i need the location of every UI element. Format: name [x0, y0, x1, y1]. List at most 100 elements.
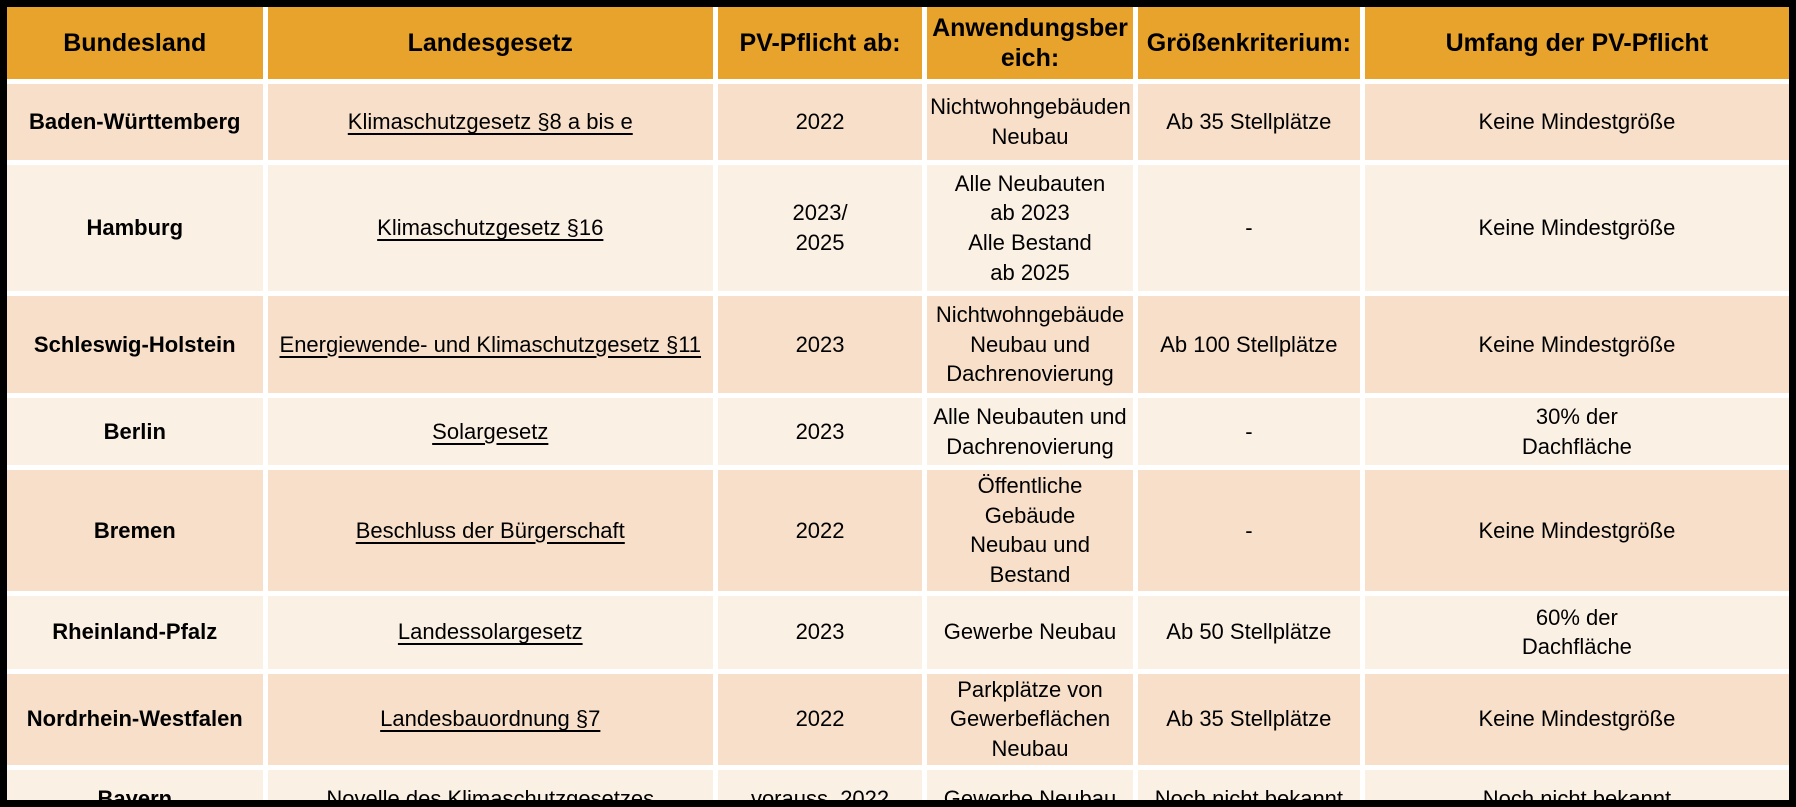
- cell-bundesland: Nordrhein-Westfalen: [7, 673, 263, 765]
- table-row-hamburg: Hamburg Klimaschutzgesetz §16 2023/ 2025…: [7, 165, 1789, 291]
- cell-groessenkriterium: -: [1137, 398, 1360, 465]
- pflicht-ab-value: 2023: [795, 619, 845, 645]
- cell-umfang: Keine Mindestgröße: [1364, 84, 1789, 160]
- cell-groessenkriterium: -: [1137, 165, 1360, 291]
- table-row-bayern: Bayern Novelle des Klimaschutzgesetzes v…: [7, 769, 1789, 807]
- table-row-schleswig-holstein: Schleswig-Holstein Energiewende- und Kli…: [7, 296, 1789, 393]
- cell-anwendungsbereich: Gewerbe Neubau: [927, 769, 1133, 807]
- anwendungsbereich-value: Alle Neubauten und Dachrenovierung: [933, 403, 1127, 459]
- anwendungsbereich-value: Nichtwohngebäuden Neubau: [930, 94, 1131, 149]
- cell-umfang: 60% der Dachfläche: [1364, 595, 1789, 669]
- cell-groessenkriterium: -: [1137, 470, 1360, 591]
- umfang-value: Keine Mindestgröße: [1478, 109, 1676, 135]
- anwendungsbereich-value: Gewerbe Neubau: [943, 785, 1117, 807]
- state-name: Hamburg: [86, 215, 184, 241]
- umfang-value: Keine Mindestgröße: [1478, 331, 1676, 357]
- cell-anwendungsbereich: Parkplätze von Gewerbeflächen Neubau: [927, 673, 1133, 765]
- anwendungsbereich-value: Gewerbe Neubau: [943, 619, 1117, 645]
- law-link[interactable]: Landessolargesetz: [397, 619, 583, 645]
- column-header-groessenkriterium: Größenkriterium:: [1137, 7, 1360, 79]
- umfang-value: Keine Mindestgröße: [1478, 215, 1676, 241]
- cell-pv-pflicht-ab: 2023/ 2025: [718, 165, 923, 291]
- groessenkriterium-value: -: [1245, 418, 1253, 444]
- column-header-umfang: Umfang der PV-Pflicht: [1364, 7, 1789, 79]
- cell-umfang: Noch nicht bekannt: [1364, 769, 1789, 807]
- cell-anwendungsbereich: Nichtwohngebäude Neubau und Dachrenovier…: [927, 296, 1133, 393]
- cell-landesgesetz: Landesbauordnung §7: [267, 673, 713, 765]
- column-header-bundesland: Bundesland: [7, 7, 263, 79]
- pflicht-ab-value: 2023: [795, 418, 845, 444]
- law-prefix: Novelle des: [326, 785, 448, 807]
- pflicht-ab-value: 2022: [795, 517, 845, 543]
- cell-landesgesetz: Beschluss der Bürgerschaft: [267, 470, 713, 591]
- law-link[interactable]: Klimaschutzgesetz §16: [377, 215, 604, 241]
- pflicht-ab-value: 2023: [795, 331, 845, 357]
- cell-groessenkriterium: Ab 35 Stellplätze: [1137, 84, 1360, 160]
- cell-anwendungsbereich: Gewerbe Neubau: [927, 595, 1133, 669]
- groessenkriterium-value: Ab 35 Stellplätze: [1166, 706, 1332, 732]
- law-link[interactable]: Solargesetz: [432, 418, 549, 444]
- cell-bundesland: Berlin: [7, 398, 263, 465]
- table-row-rheinland-pfalz: Rheinland-Pfalz Landessolargesetz 2023 G…: [7, 595, 1789, 669]
- cell-landesgesetz: Landessolargesetz: [267, 595, 713, 669]
- table-row-nordrhein-westfalen: Nordrhein-Westfalen Landesbauordnung §7 …: [7, 673, 1789, 765]
- cell-umfang: 30% der Dachfläche: [1364, 398, 1789, 465]
- state-name: Nordrhein-Westfalen: [26, 706, 243, 732]
- column-header-anwendungsbereich: Anwendungsbereich:: [927, 7, 1133, 79]
- pflicht-ab-value: 2023/ 2025: [792, 200, 848, 255]
- groessenkriterium-value: -: [1245, 215, 1253, 241]
- cell-groessenkriterium: Ab 35 Stellplätze: [1137, 673, 1360, 765]
- cell-anwendungsbereich: Alle Neubauten ab 2023 Alle Bestand ab 2…: [927, 165, 1133, 291]
- umfang-value: Keine Mindestgröße: [1478, 706, 1676, 732]
- cell-pv-pflicht-ab: 2023: [718, 398, 923, 465]
- cell-umfang: Keine Mindestgröße: [1364, 470, 1789, 591]
- cell-bundesland: Bremen: [7, 470, 263, 591]
- cell-anwendungsbereich: Nichtwohngebäuden Neubau: [927, 84, 1133, 160]
- law-link[interactable]: Beschluss der Bürgerschaft: [355, 517, 625, 543]
- cell-umfang: Keine Mindestgröße: [1364, 165, 1789, 291]
- cell-groessenkriterium: Ab 100 Stellplätze: [1137, 296, 1360, 393]
- law-link[interactable]: Energiewende- und Klimaschutzgesetz §11: [279, 331, 702, 357]
- anwendungsbereich-value: Öffentliche Gebäude Neubau und Bestand: [970, 473, 1090, 588]
- cell-bundesland: Bayern: [7, 769, 263, 800]
- groessenkriterium-value: Ab 100 Stellplätze: [1160, 331, 1338, 357]
- state-name: Baden-Württemberg: [29, 109, 241, 135]
- cell-anwendungsbereich: Alle Neubauten und Dachrenovierung: [927, 398, 1133, 465]
- anwendungsbereich-value: Nichtwohngebäude Neubau und Dachrenovier…: [935, 301, 1125, 387]
- table-row-bremen: Bremen Beschluss der Bürgerschaft 2022 Ö…: [7, 470, 1789, 591]
- law-link[interactable]: Klimaschutzgesetz §8 a bis e: [347, 109, 633, 135]
- cell-landesgesetz: Energiewende- und Klimaschutzgesetz §11: [267, 296, 713, 393]
- pflicht-ab-value: vorauss. 2022: [750, 785, 890, 807]
- umfang-value: Keine Mindestgröße: [1478, 517, 1676, 543]
- umfang-value: Noch nicht bekannt: [1482, 785, 1672, 807]
- groessenkriterium-value: -: [1245, 517, 1253, 543]
- state-name: Berlin: [103, 418, 166, 444]
- umfang-value: 30% der Dachfläche: [1521, 403, 1632, 459]
- cell-pv-pflicht-ab: 2022: [718, 470, 923, 591]
- law-link[interactable]: Landesbauordnung §7: [380, 706, 601, 732]
- cell-groessenkriterium: Noch nicht bekannt: [1137, 769, 1360, 807]
- groessenkriterium-value: Ab 35 Stellplätze: [1166, 109, 1332, 135]
- groessenkriterium-value: Ab 50 Stellplätze: [1166, 619, 1332, 645]
- cell-pv-pflicht-ab: vorauss. 2022: [718, 769, 923, 807]
- column-header-landesgesetz: Landesgesetz: [267, 7, 713, 79]
- cell-umfang: Keine Mindestgröße: [1364, 673, 1789, 765]
- cell-landesgesetz: Novelle des Klimaschutzgesetzes: [267, 769, 713, 807]
- cell-pv-pflicht-ab: 2022: [718, 673, 923, 765]
- groessenkriterium-value: Noch nicht bekannt: [1154, 785, 1344, 807]
- cell-landesgesetz: Klimaschutzgesetz §8 a bis e: [267, 84, 713, 160]
- header-row: Bundesland Landesgesetz PV-Pflicht ab: A…: [7, 7, 1789, 79]
- anwendungsbereich-value: Parkplätze von Gewerbeflächen Neubau: [949, 676, 1111, 762]
- cell-anwendungsbereich: Öffentliche Gebäude Neubau und Bestand: [927, 470, 1133, 591]
- state-name: Bremen: [93, 517, 176, 543]
- cell-bundesland: Schleswig-Holstein: [7, 296, 263, 393]
- law-link[interactable]: Klimaschutzgesetzes: [447, 785, 655, 807]
- column-header-pv-pflicht-ab: PV-Pflicht ab:: [718, 7, 923, 79]
- state-name: Rheinland-Pfalz: [52, 619, 218, 645]
- cell-landesgesetz: Klimaschutzgesetz §16: [267, 165, 713, 291]
- table-row-berlin: Berlin Solargesetz 2023 Alle Neubauten u…: [7, 398, 1789, 465]
- cell-pv-pflicht-ab: 2023: [718, 296, 923, 393]
- pflicht-ab-value: 2022: [795, 109, 845, 135]
